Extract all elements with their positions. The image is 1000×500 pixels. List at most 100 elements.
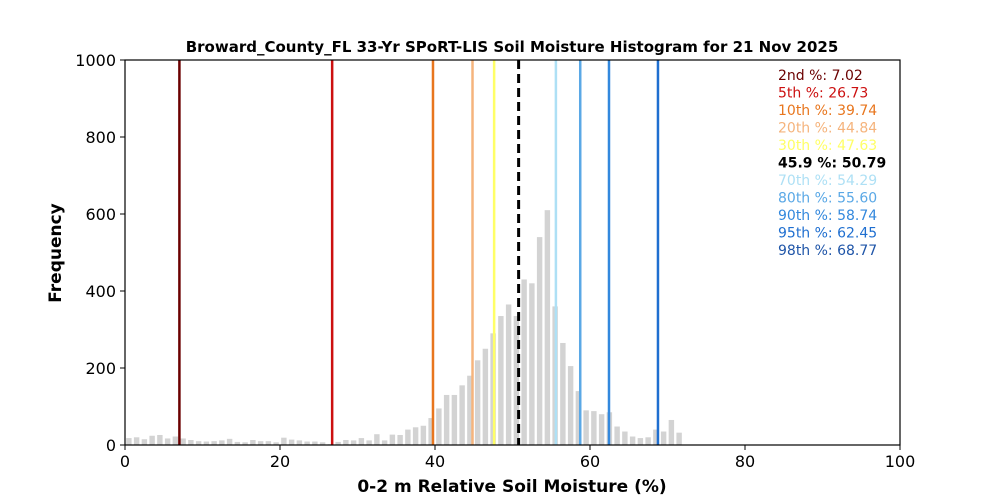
histogram-bar: [381, 440, 388, 445]
histogram-bar: [412, 427, 419, 445]
histogram-bar: [513, 316, 520, 445]
histogram-bar: [226, 438, 233, 445]
percentile-label: 45.9 %: 50.79: [778, 156, 886, 172]
histogram-bar: [133, 437, 140, 445]
y-axis-ticks: 0 200 400 600 800 1000: [75, 51, 125, 455]
histogram-bar: [343, 439, 349, 445]
histogram-bar: [614, 426, 620, 445]
histogram-bar: [366, 440, 372, 445]
histogram-bar: [436, 408, 442, 445]
x-tick-label: 20: [270, 452, 290, 471]
y-axis-label: Frequency: [46, 203, 66, 303]
histogram-bar: [350, 440, 357, 445]
histogram-bar: [203, 441, 210, 445]
histogram-bar: [660, 431, 667, 445]
percentile-label: 30th %: 47.63: [778, 138, 877, 154]
histogram-bar: [180, 438, 186, 445]
histogram-bar: [451, 394, 458, 445]
histogram-bar: [389, 434, 396, 445]
percentile-label: 5th %: 26.73: [778, 86, 868, 102]
histogram-bar: [126, 438, 132, 445]
x-tick-label: 40: [425, 452, 445, 471]
histogram-bar: [265, 441, 272, 445]
histogram-bar: [405, 429, 411, 445]
percentile-label: 2nd %: 7.02: [778, 68, 863, 84]
histogram-bar: [521, 279, 527, 445]
percentile-label: 95th %: 62.45: [778, 226, 877, 242]
histogram-bar: [358, 438, 365, 445]
y-tick-label: 0: [106, 436, 116, 455]
histogram-bar: [474, 360, 481, 445]
x-axis-ticks: 0 20 40 60 80 100: [120, 445, 915, 471]
y-tick-label: 1000: [75, 51, 116, 70]
histogram-bar: [567, 366, 574, 445]
percentile-label: 10th %: 39.74: [778, 103, 877, 119]
percentile-label: 20th %: 44.84: [778, 121, 877, 137]
histogram-bar: [629, 436, 636, 445]
y-tick-label: 600: [85, 205, 116, 224]
histogram-bar: [188, 439, 194, 445]
histogram-bar: [195, 441, 202, 445]
histogram-bar: [653, 429, 659, 445]
histogram-bar: [250, 439, 256, 445]
percentile-label: 80th %: 55.60: [778, 191, 877, 207]
histogram-bar: [529, 283, 535, 445]
histogram-bar: [141, 439, 148, 445]
histogram-bar: [536, 237, 543, 445]
y-tick-label: 400: [85, 282, 116, 301]
histogram-bar: [397, 434, 403, 445]
histogram-bar: [544, 210, 551, 445]
histogram-bar: [482, 348, 489, 445]
histogram-bar: [428, 418, 434, 445]
percentile-label: 70th %: 54.29: [778, 173, 877, 189]
histogram-bar: [498, 316, 504, 445]
histogram-bar: [273, 442, 279, 445]
histogram-bar: [211, 441, 217, 445]
x-tick-label: 80: [735, 452, 755, 471]
histogram-bar: [288, 439, 295, 445]
percentile-label: 98th %: 68.77: [778, 243, 877, 259]
x-tick-label: 0: [120, 452, 130, 471]
histogram-bar: [637, 438, 644, 445]
histogram-bar: [234, 441, 241, 445]
histogram-bar: [459, 385, 465, 445]
x-tick-label: 60: [580, 452, 600, 471]
histogram-bar: [645, 437, 651, 445]
histogram-bar: [304, 441, 310, 445]
histogram-bar: [583, 410, 589, 445]
histogram-bar: [622, 431, 628, 445]
histogram-bar: [219, 440, 225, 445]
histogram-bar: [420, 425, 427, 445]
histogram-bar: [319, 442, 326, 445]
histogram-bar: [575, 391, 582, 445]
chart-title: Broward_County_FL 33-Yr SPoRT-LIS Soil M…: [186, 38, 839, 56]
histogram-bar: [172, 436, 179, 445]
plot-frame: [124, 59, 901, 446]
histogram-bar: [242, 442, 248, 445]
histogram-bar: [668, 419, 675, 445]
histogram-bar: [591, 411, 597, 445]
percentile-label: 90th %: 58.74: [778, 208, 877, 224]
histogram-bar: [149, 435, 155, 445]
bars-layer: [126, 210, 682, 445]
x-axis-label: 0-2 m Relative Soil Moisture (%): [357, 477, 666, 497]
histogram-bar: [443, 394, 450, 445]
percentile-lines-layer: [178, 60, 660, 445]
histogram-bar: [335, 441, 341, 445]
histogram-bar: [312, 441, 318, 445]
histogram-bar: [374, 434, 380, 445]
histogram-bar: [467, 375, 473, 445]
histogram-bar: [676, 432, 682, 445]
histogram-bar: [281, 437, 287, 445]
histogram-bar: [505, 304, 512, 445]
histogram-bar: [560, 342, 566, 445]
x-tick-label: 100: [885, 452, 916, 471]
histogram-bar: [296, 440, 303, 445]
y-tick-label: 800: [85, 128, 116, 147]
histogram-bar: [257, 441, 264, 445]
histogram-bar: [157, 434, 163, 445]
histogram-bar: [598, 414, 605, 445]
y-tick-label: 200: [85, 359, 116, 378]
